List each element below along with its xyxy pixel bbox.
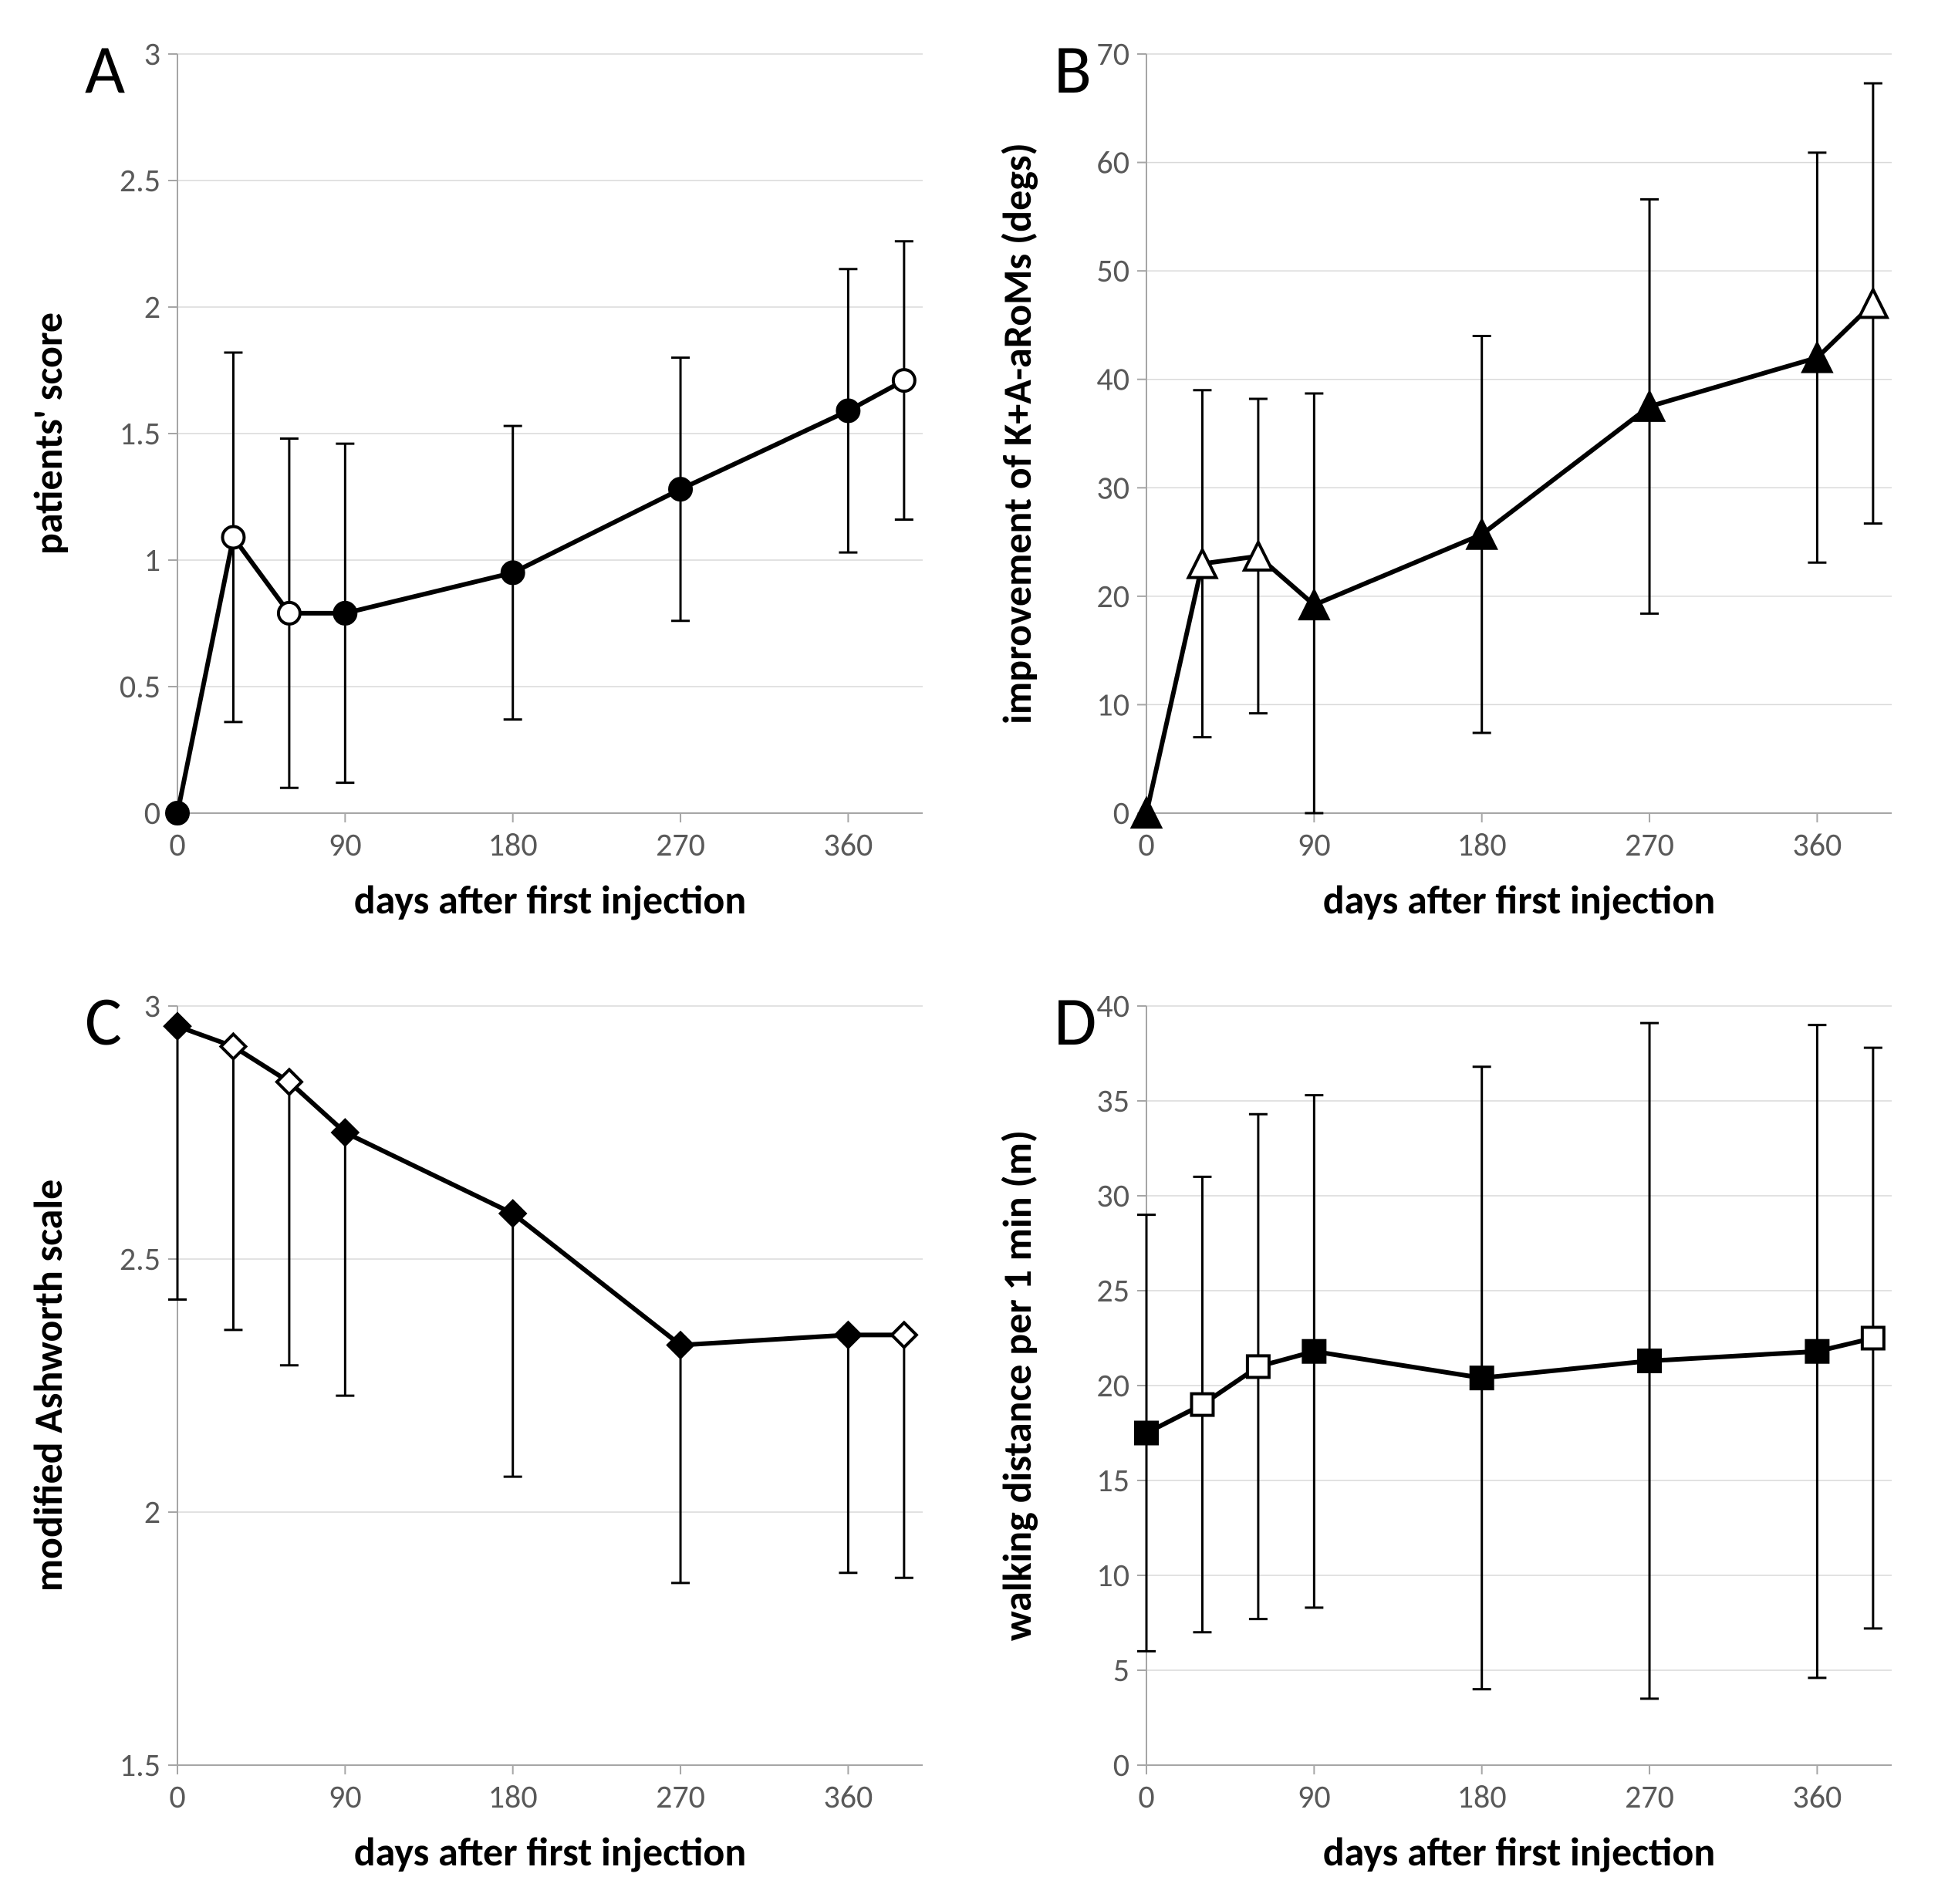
- svg-text:360: 360: [823, 1777, 873, 1817]
- svg-text:1.5: 1.5: [120, 1746, 160, 1785]
- svg-text:30: 30: [1096, 468, 1129, 508]
- svg-text:1.5: 1.5: [120, 414, 160, 454]
- svg-text:0: 0: [1113, 1746, 1129, 1785]
- svg-text:360: 360: [1792, 1777, 1842, 1817]
- y-axis-title: walking distance per 1 min (m): [992, 1130, 1042, 1641]
- svg-text:0: 0: [169, 1777, 185, 1817]
- svg-text:2: 2: [144, 1493, 160, 1532]
- svg-text:50: 50: [1096, 252, 1129, 291]
- panel-A: 0 90 180 270 360 0 0.5 1 1.5 2 2.5 3 days after firs…: [0, 0, 969, 952]
- svg-text:20: 20: [1096, 1366, 1129, 1406]
- panel-label: D: [1054, 979, 1096, 1064]
- svg-text:90: 90: [1298, 1777, 1331, 1817]
- svg-text:3: 3: [144, 35, 160, 74]
- y-axis-title: improvement of K+A-aRoMs (degs): [992, 143, 1042, 724]
- svg-text:10: 10: [1096, 1556, 1129, 1595]
- svg-text:2: 2: [144, 288, 160, 327]
- panel-label: B: [1054, 27, 1092, 112]
- svg-text:40: 40: [1096, 987, 1129, 1026]
- svg-text:180: 180: [488, 1777, 538, 1817]
- panel-B: 0 90 180 270 360 0 10 20 30 40 50 60 70 days after fi…: [969, 0, 1938, 952]
- x-axis-title: days after first injection: [1323, 875, 1715, 924]
- svg-text:90: 90: [329, 825, 362, 865]
- svg-text:0: 0: [1113, 794, 1129, 833]
- svg-text:40: 40: [1096, 360, 1129, 400]
- svg-text:0.5: 0.5: [120, 667, 160, 707]
- svg-text:90: 90: [329, 1777, 362, 1817]
- svg-text:5: 5: [1113, 1651, 1129, 1690]
- svg-text:2.5: 2.5: [120, 1240, 160, 1279]
- svg-text:2.5: 2.5: [120, 161, 160, 201]
- x-axis-title: days after first injection: [354, 1827, 746, 1876]
- svg-text:0: 0: [169, 825, 185, 865]
- svg-text:180: 180: [1457, 825, 1507, 865]
- svg-text:0: 0: [1138, 825, 1154, 865]
- svg-text:30: 30: [1096, 1176, 1129, 1216]
- svg-text:0: 0: [144, 794, 160, 833]
- svg-text:20: 20: [1096, 577, 1129, 616]
- svg-text:35: 35: [1096, 1082, 1129, 1121]
- svg-text:270: 270: [1625, 825, 1674, 865]
- svg-text:1: 1: [144, 541, 160, 580]
- x-axis-title: days after first injection: [354, 875, 746, 924]
- svg-text:15: 15: [1096, 1461, 1129, 1501]
- svg-text:360: 360: [1792, 825, 1842, 865]
- svg-text:70: 70: [1096, 35, 1129, 74]
- y-axis-title: modified Ashworth scale: [23, 1180, 73, 1592]
- panel-label: A: [85, 27, 125, 112]
- svg-text:90: 90: [1298, 825, 1331, 865]
- svg-text:0: 0: [1138, 1777, 1154, 1817]
- svg-text:60: 60: [1096, 143, 1129, 183]
- svg-text:3: 3: [144, 987, 160, 1026]
- svg-text:270: 270: [656, 1777, 705, 1817]
- svg-text:180: 180: [1457, 1777, 1507, 1817]
- svg-text:360: 360: [823, 825, 873, 865]
- panel-C: 0 90 180 270 360 1.5 2 2.5 3 days after first inj…: [0, 952, 969, 1904]
- panel-D: 0 90 180 270 360 0 5 10 15 20 25 30 35 40 days after f…: [969, 952, 1938, 1904]
- y-axis-title: patients' score: [23, 312, 73, 555]
- svg-text:180: 180: [488, 825, 538, 865]
- svg-text:10: 10: [1096, 685, 1129, 724]
- x-axis-title: days after first injection: [1323, 1827, 1715, 1876]
- panel-label: C: [85, 979, 122, 1064]
- svg-text:270: 270: [1625, 1777, 1674, 1817]
- svg-text:270: 270: [656, 825, 705, 865]
- svg-text:25: 25: [1096, 1271, 1129, 1311]
